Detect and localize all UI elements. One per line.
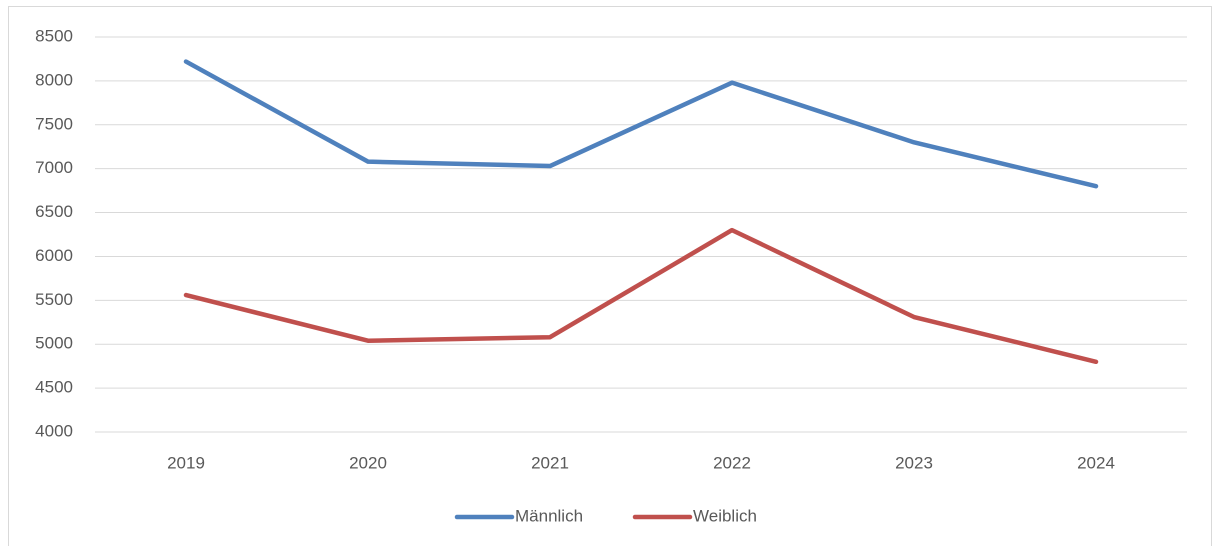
x-tick-label: 2024 [1077, 453, 1115, 472]
data-line [183, 227, 1099, 365]
y-tick-label: 7500 [35, 114, 73, 133]
x-tick-label: 2020 [349, 453, 387, 472]
data-line [183, 59, 1099, 189]
y-tick-label: 4500 [35, 378, 73, 397]
x-tick-label: 2019 [167, 453, 205, 472]
x-tick-label: 2022 [713, 453, 751, 472]
legend-label: Männlich [515, 506, 583, 525]
y-tick-label: 6500 [35, 202, 73, 221]
x-tick-label: 2023 [895, 453, 933, 472]
y-tick-label: 8500 [35, 26, 73, 45]
x-tick-label: 2021 [531, 453, 569, 472]
y-tick-label: 6000 [35, 246, 73, 265]
legend-label: Weiblich [693, 506, 757, 525]
y-tick-label: 7000 [35, 158, 73, 177]
y-tick-label: 5000 [35, 334, 73, 353]
y-tick-label: 5500 [35, 290, 73, 309]
y-tick-label: 4000 [35, 421, 73, 440]
y-tick-label: 8000 [35, 70, 73, 89]
